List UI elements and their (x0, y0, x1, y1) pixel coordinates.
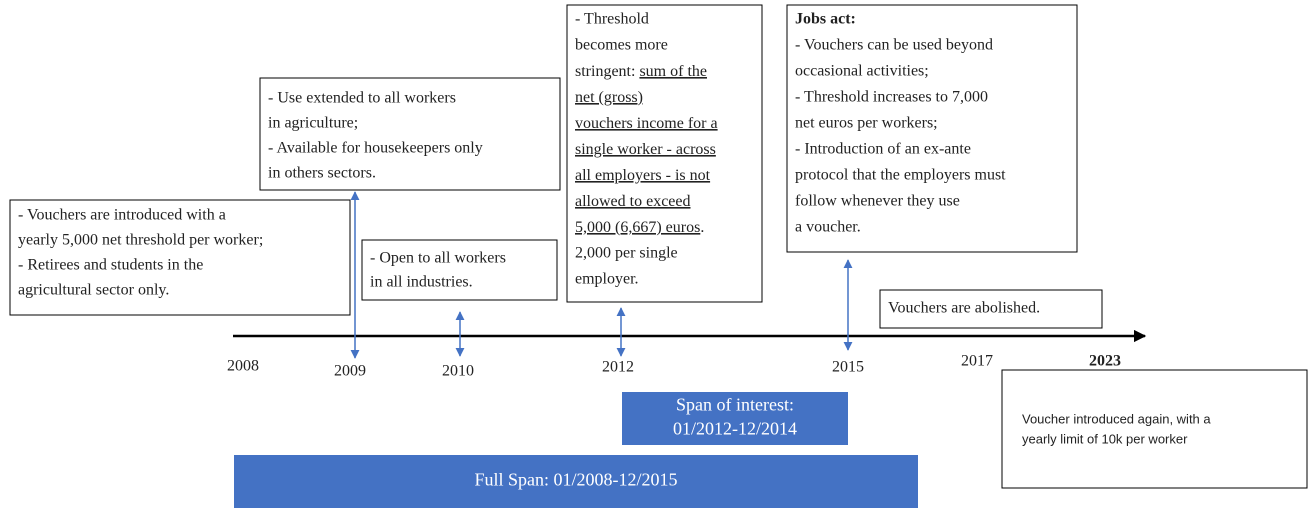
event-box (1001, 369, 1308, 489)
box-line: - Threshold increases to 7,000 (795, 89, 988, 106)
box-line: yearly 5,000 net threshold per worker; (18, 232, 263, 249)
text-run: allowed to exceed (575, 193, 691, 210)
box-line: net euros per workers; (795, 115, 938, 132)
year-label: 2017 (961, 353, 993, 370)
box-line: in others sectors. (268, 165, 376, 182)
box-line: agricultural sector only. (18, 282, 169, 299)
span-bar (234, 455, 918, 508)
year-label: 2008 (227, 358, 259, 375)
text-run: single worker - across (575, 141, 716, 158)
box-line: Vouchers are abolished. (888, 300, 1040, 317)
box-line: - Vouchers are introduced with a (18, 207, 226, 224)
box-line: Voucher introduced again, with a (1022, 411, 1211, 426)
box-line: employer. (575, 271, 639, 288)
event-box (879, 289, 1103, 329)
box-line: - Retirees and students in the (18, 257, 203, 274)
text-run: . (700, 219, 704, 236)
year-label: 2023 (1089, 353, 1121, 370)
box-line: - Use extended to all workers (268, 90, 456, 107)
box-line: - Available for housekeepers only (268, 140, 483, 157)
year-label: 2009 (334, 363, 366, 380)
year-label: 2010 (442, 363, 474, 380)
event-box (786, 4, 1078, 253)
box-line: stringent: sum of the (575, 63, 707, 80)
box-line: a voucher. (795, 219, 861, 236)
box-line: allowed to exceed (575, 193, 691, 210)
box-line: - Threshold (575, 11, 649, 28)
box-line: single worker - across (575, 141, 716, 158)
box-line: 5,000 (6,667) euros. (575, 219, 704, 236)
box-line: in all industries. (370, 274, 473, 291)
text-run: sum of the (639, 63, 707, 80)
year-label: 2012 (602, 359, 634, 376)
text-run: vouchers income for a (575, 115, 718, 132)
text-run: 5,000 (6,667) euros (575, 219, 700, 236)
text-run: stringent: (575, 63, 639, 80)
box-line: vouchers income for a (575, 115, 718, 132)
event-box (361, 239, 558, 301)
span-label: Full Span: 01/2008-12/2015 (474, 470, 677, 490)
box-heading: Jobs act: (795, 11, 856, 28)
box-line: - Vouchers can be used beyond (795, 37, 993, 54)
span-label: 01/2012-12/2014 (673, 419, 797, 439)
event-box (566, 4, 763, 303)
span-bar (622, 392, 848, 445)
box-line: in agriculture; (268, 115, 358, 132)
box-line: net (gross) (575, 89, 643, 106)
event-box (259, 77, 561, 191)
text-run: net (gross) (575, 89, 643, 106)
event-box (9, 199, 351, 316)
box-line: protocol that the employers must (795, 167, 1006, 184)
box-line: follow whenever they use (795, 193, 960, 210)
box-line: - Introduction of an ex-ante (795, 141, 971, 158)
span-label: Span of interest: (676, 395, 794, 415)
box-line: becomes more (575, 37, 668, 54)
box-line: all employers - is not (575, 167, 711, 184)
box-line: yearly limit of 10k per worker (1022, 431, 1188, 446)
box-line: 2,000 per single (575, 245, 678, 262)
box-line: - Open to all workers (370, 250, 506, 267)
text-run: all employers - is not (575, 167, 711, 184)
box-line: occasional activities; (795, 63, 929, 80)
year-label: 2015 (832, 359, 864, 376)
